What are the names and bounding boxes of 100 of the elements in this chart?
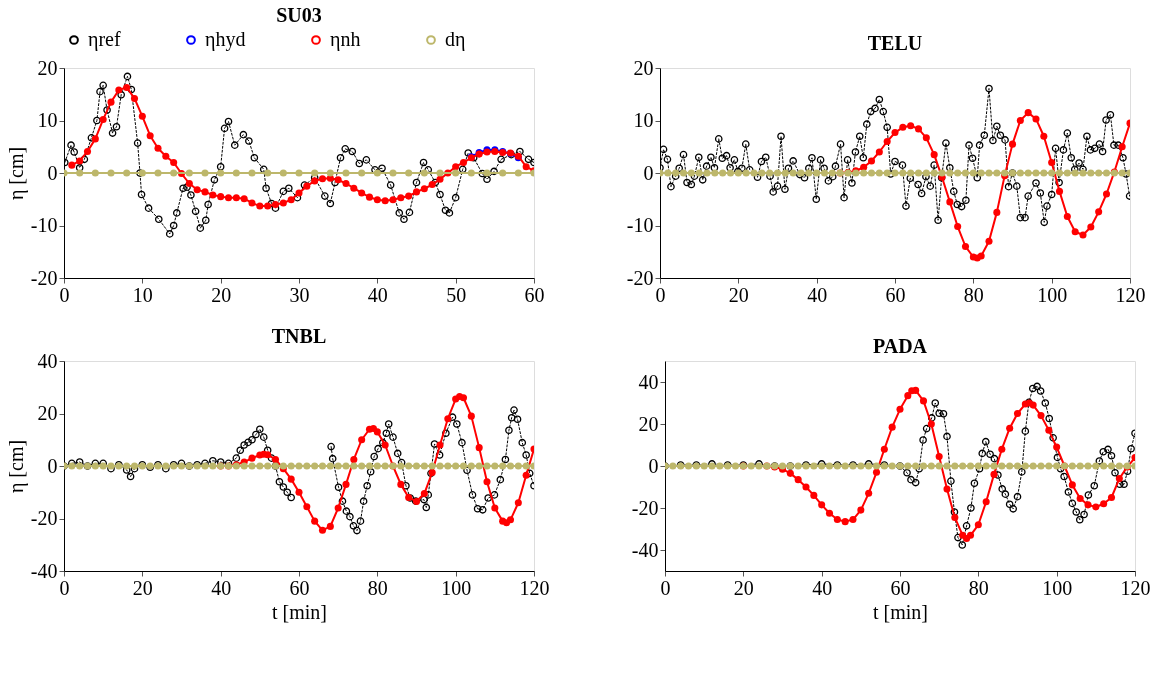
- x-tick-label: 20: [728, 283, 749, 306]
- point: [514, 499, 522, 507]
- x-tick-label: 60: [885, 283, 906, 306]
- point: [857, 506, 865, 514]
- point: [1102, 190, 1111, 198]
- point: [1024, 109, 1032, 117]
- point: [107, 169, 115, 177]
- point: [1006, 424, 1014, 432]
- y-tick-label: -10: [30, 214, 58, 236]
- point: [522, 163, 530, 171]
- point: [83, 147, 92, 155]
- point: [912, 386, 920, 394]
- point: [358, 436, 366, 444]
- point: [1045, 426, 1053, 434]
- y-tick-label: -40: [631, 538, 659, 561]
- y-tick-label: 20: [37, 56, 58, 79]
- point: [295, 169, 303, 177]
- point: [1037, 412, 1045, 420]
- point: [1055, 187, 1064, 195]
- point: [1008, 140, 1017, 148]
- point: [883, 137, 891, 146]
- point: [825, 509, 834, 517]
- point: [420, 185, 428, 193]
- point: [459, 158, 468, 167]
- point: [287, 196, 295, 204]
- point: [506, 516, 515, 524]
- point: [849, 516, 857, 524]
- point: [1115, 475, 1123, 483]
- y-tick-label: -10: [626, 214, 654, 236]
- point: [467, 169, 475, 177]
- point: [888, 423, 896, 431]
- x-tick-label: 120: [519, 576, 550, 599]
- point: [326, 169, 334, 177]
- x-tick-label: 40: [211, 576, 232, 599]
- point: [491, 504, 499, 512]
- point: [907, 122, 915, 130]
- point: [954, 223, 962, 231]
- y-tick-label: 0: [47, 161, 58, 184]
- point: [201, 169, 209, 177]
- point: [985, 237, 993, 245]
- y-tick-label: 0: [47, 454, 58, 477]
- point: [891, 129, 899, 137]
- y-tick-label: -20: [626, 266, 654, 289]
- point: [990, 470, 998, 478]
- point: [1029, 401, 1037, 409]
- point: [794, 476, 802, 484]
- point: [170, 169, 178, 177]
- point: [436, 175, 444, 183]
- point: [91, 135, 99, 143]
- point: [444, 415, 452, 423]
- point: [217, 169, 225, 177]
- point: [138, 112, 146, 120]
- legend-label: ηhyd: [205, 28, 246, 51]
- point: [295, 488, 303, 496]
- point: [389, 196, 397, 204]
- point: [99, 115, 107, 123]
- point: [279, 169, 287, 177]
- point: [1040, 132, 1048, 140]
- point: [397, 194, 405, 202]
- y-tick-label: 40: [37, 349, 58, 372]
- point: [919, 397, 928, 405]
- y-tick-label: 40: [638, 370, 659, 393]
- y-tick-label: 0: [643, 161, 654, 184]
- y-tick-label: 10: [633, 109, 654, 131]
- point: [1118, 143, 1126, 151]
- point: [810, 491, 818, 499]
- y-tick-label: 20: [633, 56, 654, 79]
- point: [264, 202, 272, 210]
- point: [1076, 495, 1084, 503]
- point: [499, 169, 507, 177]
- point: [1063, 213, 1071, 221]
- point: [232, 169, 240, 177]
- y-tick-label: -20: [30, 507, 58, 529]
- point: [107, 98, 115, 106]
- point: [381, 197, 389, 205]
- point: [930, 151, 938, 159]
- x-tick-label: 20: [211, 283, 232, 306]
- legend-label: dη: [445, 28, 466, 51]
- point: [1013, 409, 1022, 418]
- y-axis-title: η [cm]: [4, 439, 28, 494]
- point: [123, 169, 131, 177]
- x-tick-label: 80: [968, 576, 989, 599]
- x-tick-label: 30: [289, 283, 310, 306]
- point: [295, 189, 303, 197]
- point: [865, 489, 873, 497]
- point: [123, 83, 131, 91]
- y-axis-title: η [cm]: [4, 146, 28, 201]
- point: [311, 177, 319, 185]
- point: [522, 471, 530, 479]
- point: [279, 199, 287, 207]
- point: [217, 193, 225, 201]
- point: [303, 503, 311, 511]
- point: [358, 189, 366, 197]
- x-axis-title: t [min]: [873, 600, 928, 623]
- point: [875, 148, 883, 156]
- point: [961, 242, 970, 251]
- x-tick-label: 120: [1115, 283, 1146, 306]
- point: [1079, 231, 1087, 239]
- point: [1100, 500, 1108, 508]
- point: [1053, 443, 1061, 451]
